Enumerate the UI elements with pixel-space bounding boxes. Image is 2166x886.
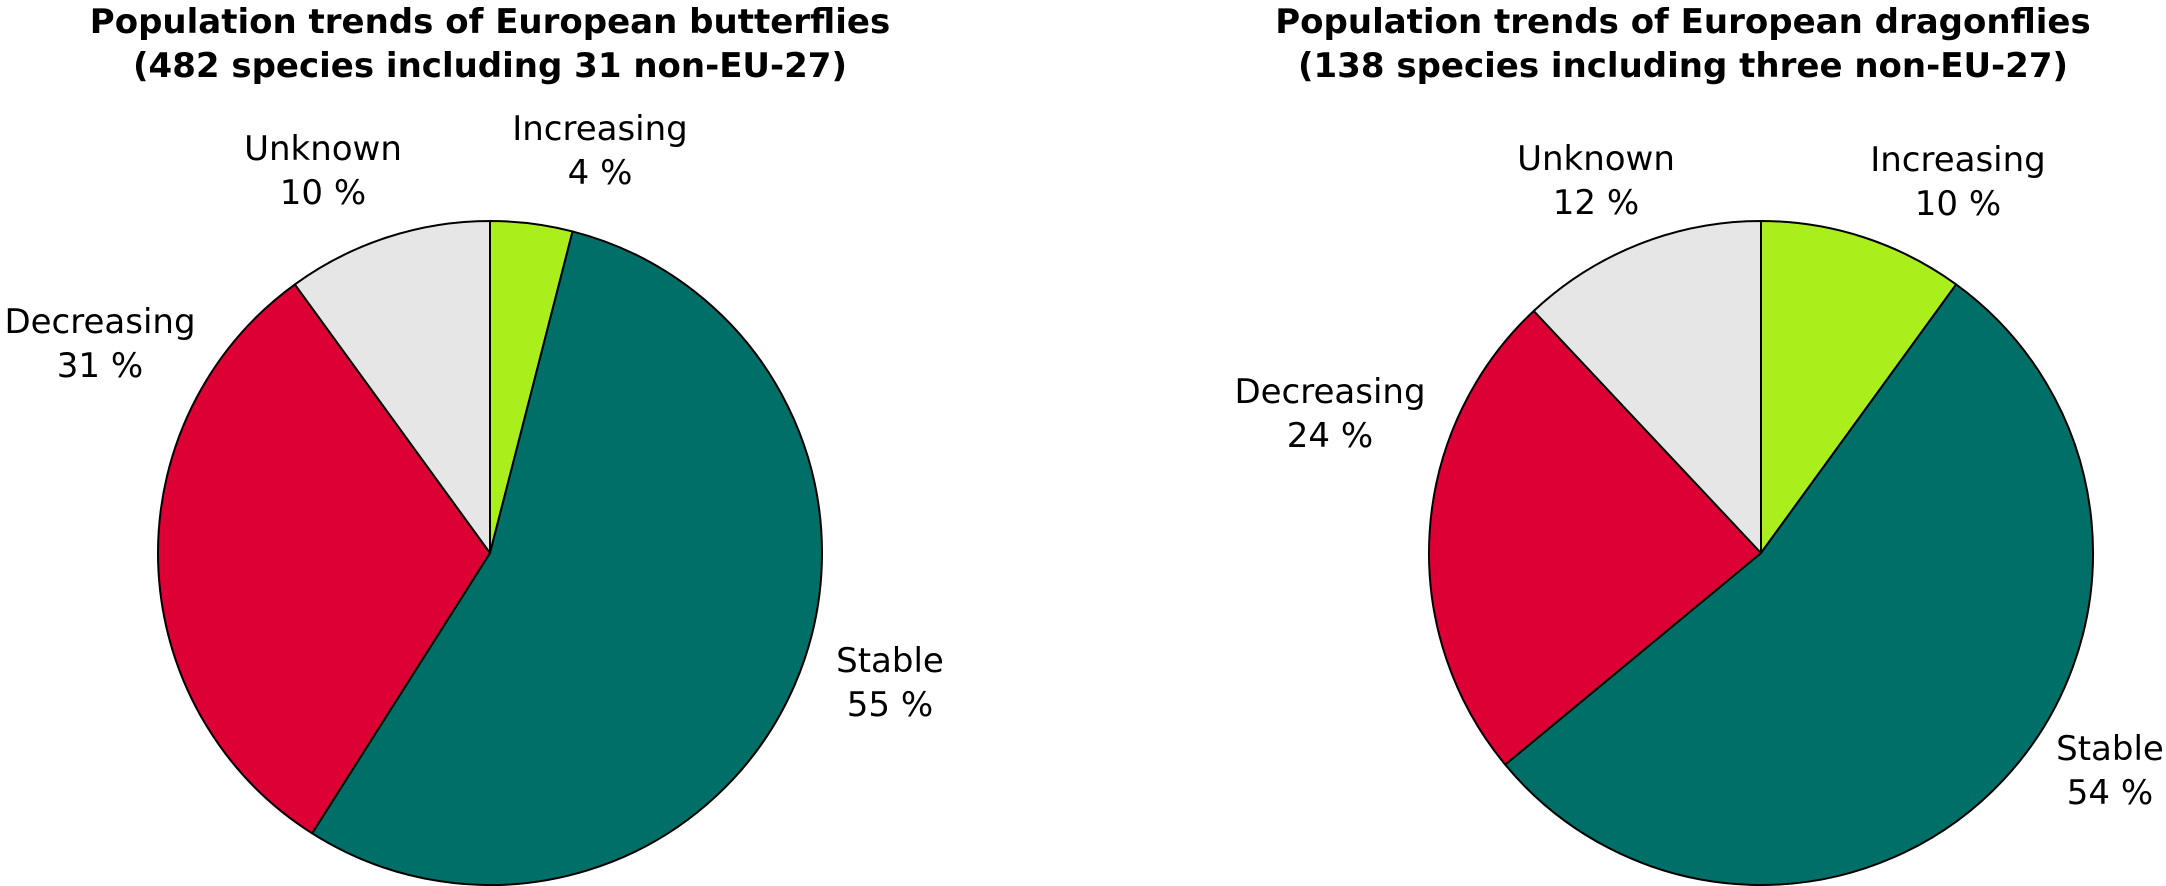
- slice-value-increasing: 4 %: [568, 153, 633, 193]
- title-dragonflies: Population trends of European dragonflie…: [1275, 2, 2091, 42]
- pie-slice-unknown: [1532, 220, 1762, 554]
- chart-title-butterflies: Population trends of European butterflie…: [0, 0, 980, 88]
- slice-value-stable: 55 %: [847, 685, 933, 725]
- slice-value-decreasing: 24 %: [1287, 416, 1373, 456]
- pie-slice-stable: [1504, 283, 2094, 886]
- subtitle-dragonflies: (138 species including three non-EU-27): [1297, 46, 2069, 86]
- pie-slice-decreasing: [157, 283, 491, 835]
- title-butterflies: Population trends of European butterflie…: [89, 2, 891, 42]
- slice-value-decreasing: 31 %: [57, 346, 143, 386]
- slice-value-stable: 54 %: [2067, 773, 2153, 813]
- chart-title-dragonflies: Population trends of European dragonflie…: [1200, 0, 2166, 88]
- slice-label-decreasing: Decreasing: [1234, 372, 1425, 412]
- subtitle-butterflies: (482 species including 31 non-EU-27): [133, 46, 847, 86]
- slice-value-unknown: 10 %: [280, 173, 366, 213]
- slice-value-increasing: 10 %: [1915, 184, 2001, 224]
- slice-value-unknown: 12 %: [1553, 183, 1639, 223]
- pie-slice-unknown: [293, 220, 491, 554]
- slice-label-stable: Stable: [836, 641, 944, 681]
- slice-label-stable: Stable: [2056, 729, 2164, 769]
- slice-label-increasing: Increasing: [512, 109, 688, 149]
- pie-slice-increasing: [1760, 220, 1958, 554]
- slice-label-decreasing: Decreasing: [4, 302, 195, 342]
- slice-label-unknown: Unknown: [244, 129, 402, 169]
- pie-slice-decreasing: [1428, 309, 1762, 766]
- slice-label-increasing: Increasing: [1870, 140, 2046, 180]
- pie-slice-stable: [311, 230, 823, 886]
- slice-label-unknown: Unknown: [1517, 139, 1675, 179]
